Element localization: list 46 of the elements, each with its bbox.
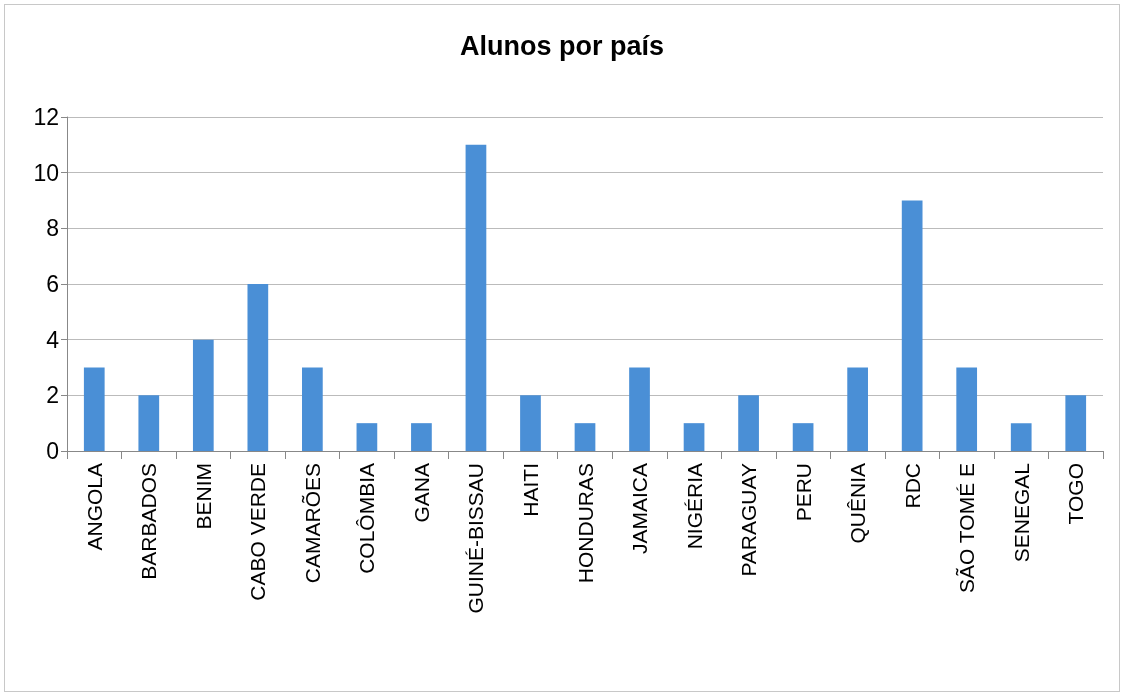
bar	[411, 423, 432, 451]
x-tick-label: ANGOLA	[82, 463, 106, 551]
bar	[356, 423, 378, 451]
x-tick-label: HAITI	[518, 463, 542, 517]
x-tick-label: TOGO	[1064, 463, 1088, 525]
x-tick-label: RDC	[900, 463, 924, 509]
bar	[847, 367, 868, 451]
bar	[192, 339, 214, 451]
bar	[629, 367, 650, 451]
bar	[247, 284, 269, 451]
x-tick-label: GUINÉ-BISSAU	[464, 463, 488, 614]
bar	[1010, 423, 1032, 451]
x-tick-label: PARAGUAY	[737, 463, 761, 577]
y-tick-label: 10	[33, 159, 59, 186]
x-tick-label: HONDURAS	[573, 463, 597, 584]
y-tick-label: 8	[46, 215, 59, 242]
bar	[1065, 395, 1087, 451]
bar	[792, 423, 814, 451]
bar	[683, 423, 705, 451]
bar	[83, 367, 105, 451]
bar	[465, 144, 487, 451]
bar	[901, 200, 923, 451]
x-tick-label: PERU	[791, 463, 815, 522]
y-tick-label: 6	[46, 271, 59, 297]
bar	[574, 423, 596, 451]
x-tick-label: NIGÉRIA	[682, 463, 706, 550]
bar	[738, 395, 759, 451]
bar	[302, 367, 323, 451]
y-tick-label: 12	[33, 104, 59, 130]
bar	[520, 395, 541, 451]
bar	[956, 367, 978, 451]
y-tick-label: 4	[46, 326, 60, 353]
x-tick-label: QUÊNIA	[846, 463, 870, 544]
y-tick-label: 2	[46, 382, 59, 409]
chart-title: Alunos por país	[459, 30, 665, 61]
x-tick-label: BARBADOS	[137, 463, 161, 580]
x-tick-label: CAMARÕES	[300, 463, 324, 584]
x-tick-label: JAMAICA	[628, 463, 652, 555]
x-tick-label: SÃO TOMÉ E	[955, 463, 979, 593]
y-tick-label: 0	[46, 438, 59, 464]
x-tick-label: BENIM	[191, 463, 215, 530]
x-tick-label: SENEGAL	[1009, 463, 1033, 563]
x-tick-label: CABO VERDE	[246, 463, 270, 601]
bar	[138, 395, 160, 451]
x-tick-label: COLÔMBIA	[355, 463, 379, 574]
x-tick-label: GANA	[409, 463, 433, 523]
